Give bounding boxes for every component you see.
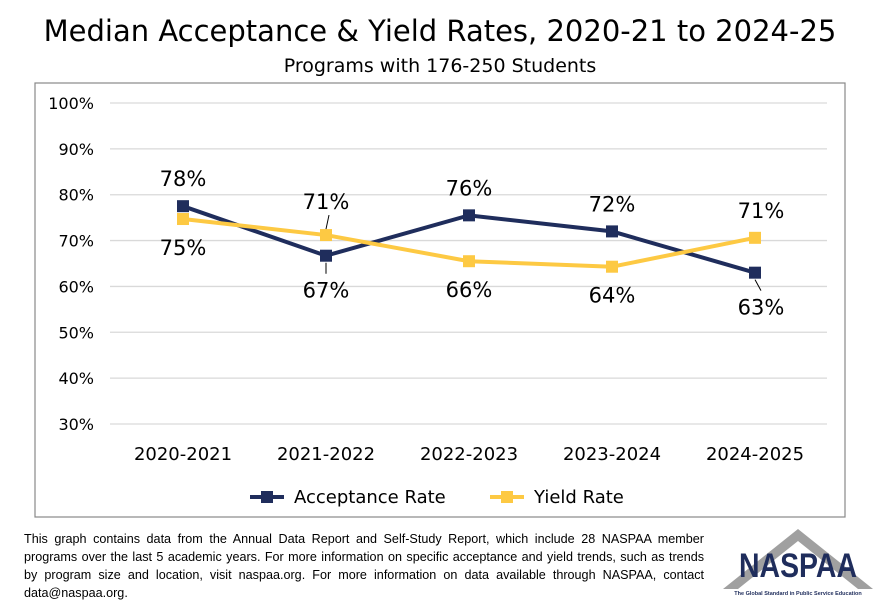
y-tick-label: 50%: [58, 323, 94, 342]
data-point: [320, 229, 332, 242]
y-tick-label: 90%: [58, 140, 94, 159]
plot-frame: [34, 82, 846, 518]
data-point: [320, 249, 332, 262]
naspaa-logo: NASPAA The Global Standard in Public Ser…: [723, 529, 873, 597]
data-label: 75%: [160, 236, 207, 260]
legend-label: Acceptance Rate: [294, 487, 446, 508]
data-label: 71%: [738, 199, 785, 223]
svg-text:The Global Standard in Public: The Global Standard in Public Service Ed…: [734, 591, 862, 597]
data-label: 78%: [160, 167, 207, 191]
data-label: 63%: [738, 296, 785, 320]
data-point: [749, 266, 761, 279]
footnote: This graph contains data from the Annual…: [24, 532, 704, 600]
chart-title: Median Acceptance & Yield Rates, 2020-21…: [43, 14, 837, 48]
data-label: 67%: [303, 279, 350, 303]
chart-subtitle: Programs with 176-250 Students: [283, 55, 597, 77]
data-label: 66%: [446, 278, 493, 302]
legend-marker: [261, 491, 273, 503]
x-tick-label: 2022-2023: [420, 444, 518, 465]
leader-line: [754, 279, 762, 291]
y-tick-label: 40%: [58, 369, 94, 388]
x-tick-label: 2021-2022: [277, 444, 375, 465]
legend-label: Yield Rate: [533, 487, 624, 508]
y-tick-label: 30%: [58, 415, 94, 434]
y-tick-label: 70%: [58, 232, 94, 251]
y-tick-label: 100%: [48, 94, 94, 113]
data-label: 71%: [303, 190, 350, 214]
legend-marker: [501, 491, 513, 503]
data-point: [606, 260, 618, 273]
data-point: [463, 255, 475, 268]
data-point: [177, 200, 189, 213]
data-point: [463, 209, 475, 222]
y-tick-label: 80%: [58, 186, 94, 205]
data-label: 72%: [589, 192, 636, 216]
x-tick-label: 2020-2021: [134, 444, 232, 465]
data-point: [606, 225, 618, 238]
data-label: 64%: [589, 284, 636, 308]
data-label: 76%: [446, 176, 493, 200]
data-point: [749, 231, 761, 244]
svg-text:NASPAA: NASPAA: [739, 547, 857, 585]
x-tick-label: 2023-2024: [563, 444, 661, 465]
data-point: [177, 213, 189, 226]
leader-line: [325, 214, 330, 230]
y-tick-label: 60%: [58, 277, 94, 296]
x-tick-label: 2024-2025: [706, 444, 804, 465]
